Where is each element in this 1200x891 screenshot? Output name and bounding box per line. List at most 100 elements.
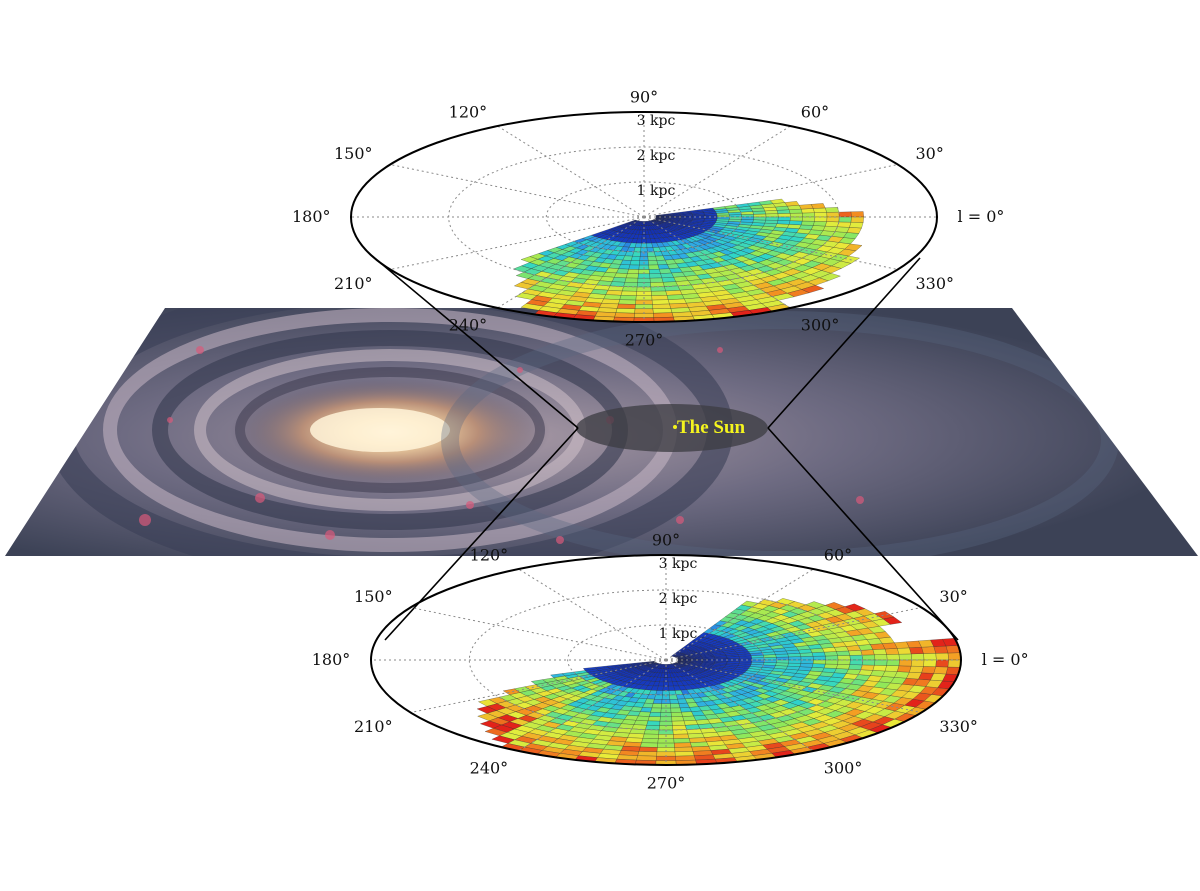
- longitude-label: 150°: [334, 144, 373, 163]
- longitude-label: 330°: [939, 717, 978, 736]
- heatmap-cell: [799, 663, 814, 668]
- heatmap-cell: [740, 219, 754, 223]
- heatmap-cell: [649, 277, 664, 283]
- heatmap-cell: [935, 652, 949, 661]
- heatmap-cell: [909, 665, 924, 673]
- heatmap-cell: [651, 295, 669, 301]
- longitude-spoke: [518, 659, 667, 752]
- heatmap-cell: [622, 286, 638, 292]
- heatmap-cell: [678, 659, 691, 661]
- heatmap-cell: [660, 272, 674, 279]
- heatmap-cell: [652, 308, 673, 314]
- heatmap-cell: [651, 299, 670, 305]
- heatmap-cell: [656, 216, 669, 218]
- heatmap-cell: [784, 201, 800, 207]
- heatmap-cell: [825, 207, 840, 213]
- heatmap-cell: [653, 312, 674, 318]
- longitude-label: 120°: [449, 103, 488, 122]
- sun-neighborhood: [576, 404, 768, 452]
- heatmap-cell: [911, 653, 925, 661]
- heatmap-cell: [848, 650, 863, 656]
- heatmap-cell: [616, 303, 636, 309]
- heatmap-cell: [763, 662, 777, 666]
- heatmap-cell: [633, 247, 642, 253]
- heatmap-cell: [923, 659, 937, 667]
- heatmap-cell: [923, 653, 937, 661]
- heatmap-cell: [628, 264, 640, 270]
- heatmap-cell: [741, 216, 755, 220]
- sun-label: The Sun: [677, 417, 746, 438]
- heatmap-cell: [675, 755, 696, 761]
- longitude-label: 300°: [801, 315, 840, 334]
- heatmap-cell: [909, 647, 924, 655]
- heatmap-cell: [687, 733, 705, 739]
- heatmap-cell: [638, 746, 658, 752]
- heatmap-cell: [947, 652, 962, 661]
- longitude-spoke: [643, 164, 898, 218]
- heatmap-cell: [615, 308, 636, 314]
- heatmap-cell: [623, 282, 638, 288]
- heatmap-cell: [616, 268, 629, 274]
- heatmap-cell: [897, 665, 912, 673]
- heatmap-cell: [838, 211, 852, 218]
- heatmap-cell: [627, 733, 645, 739]
- heatmap-cell: [935, 659, 949, 668]
- heatmap-cell: [637, 751, 658, 757]
- heatmap-cell: [646, 720, 661, 726]
- longitude-spoke: [390, 164, 645, 218]
- heatmap-cell: [798, 204, 814, 210]
- heatmap-cell: [860, 664, 875, 671]
- heatmap-cell: [674, 742, 692, 748]
- heatmap-cell: [947, 659, 962, 668]
- longitude-label: 210°: [334, 274, 373, 293]
- longitude-label: 180°: [292, 207, 331, 226]
- heatmap-cell: [632, 251, 641, 257]
- bottom-polar-labels: l = 0° 30° 60° 90° 120° 150° 180° 210° 240° 270° 3…: [312, 531, 1029, 793]
- longitude-label: 150°: [354, 587, 393, 606]
- heatmap-cell: [823, 663, 838, 669]
- heatmap-cell: [614, 272, 628, 279]
- heatmap-cell: [825, 221, 840, 227]
- longitude-label: 270°: [647, 773, 686, 792]
- heatmap-cell: [898, 659, 912, 667]
- heatmap-cell: [640, 742, 658, 748]
- heatmap-cell: [624, 277, 639, 283]
- heatmap-cell: [620, 290, 637, 296]
- heatmap-cell: [805, 601, 826, 609]
- heatmap-cell: [789, 212, 803, 218]
- heatmap-cell: [849, 222, 864, 229]
- heatmap-cell: [800, 659, 814, 664]
- heatmap-cell: [629, 260, 640, 266]
- outer-boundary: [350, 111, 938, 323]
- heatmap-cell: [635, 715, 650, 722]
- radius-label: 3 kpc: [637, 113, 676, 129]
- heatmap-cell: [625, 273, 639, 279]
- heatmap-cell: [777, 216, 791, 221]
- heatmap-cell: [872, 648, 887, 655]
- heatmap-cell: [787, 224, 802, 229]
- heatmap-cell: [819, 273, 841, 281]
- longitude-label: 330°: [916, 274, 955, 293]
- heatmap-cell: [642, 733, 659, 739]
- heatmap-cell: [826, 216, 840, 223]
- heatmap-cell: [810, 225, 826, 231]
- heatmap-cell: [649, 712, 662, 717]
- heatmap-cell: [769, 198, 786, 204]
- heatmap-cell: [652, 303, 672, 309]
- longitude-label: 90°: [652, 531, 680, 550]
- radius-label: 3 kpc: [659, 556, 698, 572]
- heatmap-cell: [822, 225, 838, 232]
- heatmap-cell: [801, 285, 825, 293]
- heatmap-cell: [665, 290, 683, 296]
- heatmap-cell: [897, 647, 912, 655]
- heatmap-cell: [844, 243, 863, 251]
- heatmap-cell: [849, 659, 863, 666]
- heatmap-cell: [670, 712, 683, 717]
- heatmap-cell: [764, 219, 779, 224]
- heatmap-cell: [921, 666, 937, 674]
- heatmap-cell: [837, 655, 851, 661]
- heatmap-cell: [638, 711, 651, 717]
- heatmap-cell: [789, 216, 803, 222]
- heatmap-cell: [860, 649, 875, 656]
